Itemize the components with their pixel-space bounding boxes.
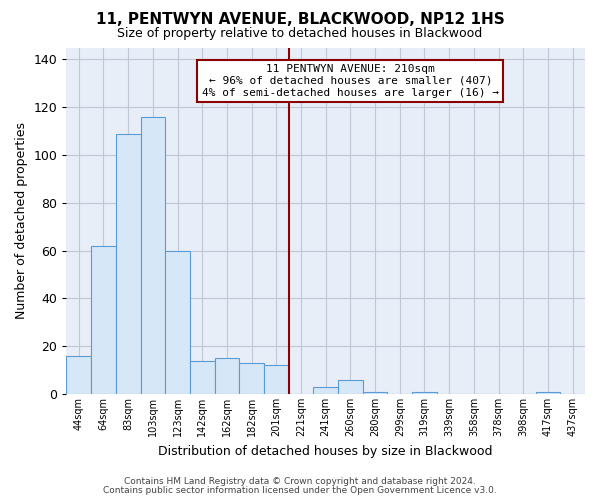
- Bar: [91, 246, 116, 394]
- Bar: [412, 392, 437, 394]
- Text: Contains public sector information licensed under the Open Government Licence v3: Contains public sector information licen…: [103, 486, 497, 495]
- Text: Size of property relative to detached houses in Blackwood: Size of property relative to detached ho…: [118, 28, 482, 40]
- Bar: [313, 387, 338, 394]
- Bar: [363, 392, 388, 394]
- Text: 11 PENTWYN AVENUE: 210sqm
← 96% of detached houses are smaller (407)
4% of semi-: 11 PENTWYN AVENUE: 210sqm ← 96% of detac…: [202, 64, 499, 98]
- Text: 11, PENTWYN AVENUE, BLACKWOOD, NP12 1HS: 11, PENTWYN AVENUE, BLACKWOOD, NP12 1HS: [95, 12, 505, 28]
- Bar: [190, 360, 215, 394]
- Bar: [536, 392, 560, 394]
- Bar: [165, 250, 190, 394]
- Bar: [338, 380, 363, 394]
- Bar: [215, 358, 239, 394]
- Bar: [239, 363, 264, 394]
- Bar: [67, 356, 91, 394]
- Bar: [264, 366, 289, 394]
- Text: Contains HM Land Registry data © Crown copyright and database right 2024.: Contains HM Land Registry data © Crown c…: [124, 477, 476, 486]
- Bar: [116, 134, 140, 394]
- X-axis label: Distribution of detached houses by size in Blackwood: Distribution of detached houses by size …: [158, 444, 493, 458]
- Y-axis label: Number of detached properties: Number of detached properties: [15, 122, 28, 320]
- Bar: [140, 117, 165, 394]
